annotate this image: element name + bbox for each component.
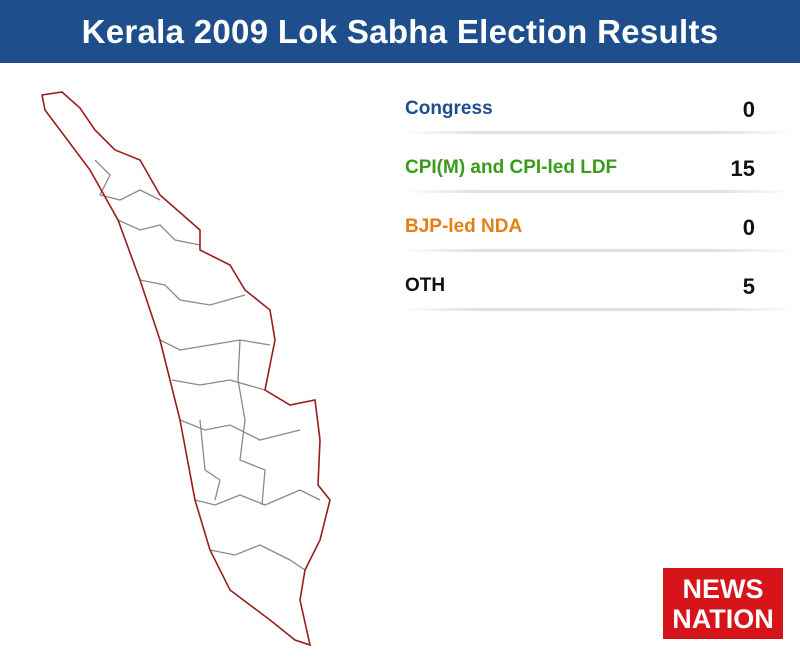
result-row: BJP-led NDA 0 bbox=[400, 209, 800, 267]
state-outline bbox=[41, 91, 331, 647]
separator bbox=[400, 308, 795, 311]
result-row: Congress 0 bbox=[400, 91, 800, 149]
seat-count: 5 bbox=[742, 274, 755, 299]
separator bbox=[400, 190, 795, 193]
district-borders bbox=[94, 159, 321, 571]
header-title: Kerala 2009 Lok Sabha Election Results bbox=[0, 0, 800, 63]
kerala-map bbox=[41, 91, 331, 647]
logo: NEWS NATION bbox=[663, 568, 783, 639]
logo-line: NEWS bbox=[682, 574, 764, 604]
party-name: OTH bbox=[405, 275, 446, 296]
logo-line: NATION bbox=[672, 604, 774, 634]
seat-count: 0 bbox=[742, 97, 755, 122]
separator bbox=[400, 249, 795, 252]
result-row: OTH 5 bbox=[400, 268, 800, 326]
party-name: BJP-led NDA bbox=[405, 216, 523, 237]
separator bbox=[400, 131, 795, 134]
result-row: CPI(M) and CPI-led LDF 15 bbox=[400, 150, 800, 208]
seat-count: 0 bbox=[742, 215, 755, 240]
party-name: Congress bbox=[405, 98, 493, 119]
party-name: CPI(M) and CPI-led LDF bbox=[405, 157, 618, 178]
seat-count: 15 bbox=[730, 156, 755, 181]
